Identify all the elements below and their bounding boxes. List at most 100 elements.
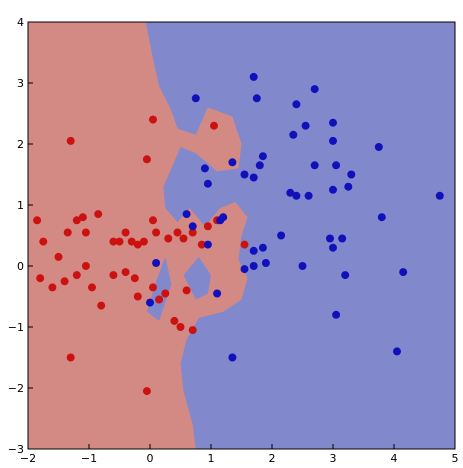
data-point-blue	[191, 94, 200, 103]
data-point-blue	[435, 191, 444, 200]
data-point-blue	[377, 213, 386, 222]
data-point-blue	[240, 170, 249, 179]
data-point-red	[155, 295, 164, 304]
y-tick-label: 1	[17, 199, 24, 212]
data-point-blue	[228, 353, 237, 362]
data-point-blue	[289, 130, 298, 139]
x-tick-label: 1	[208, 452, 215, 465]
data-point-red	[173, 228, 182, 237]
data-point-red	[161, 289, 170, 298]
data-point-blue	[188, 222, 197, 231]
data-point-red	[72, 216, 81, 225]
data-point-blue	[338, 234, 347, 243]
data-point-blue	[228, 158, 237, 167]
data-point-red	[133, 240, 142, 249]
data-point-blue	[399, 268, 408, 277]
y-tick-label: −2	[8, 382, 24, 395]
data-point-blue	[277, 231, 286, 240]
x-tick-label: −1	[81, 452, 97, 465]
data-point-red	[142, 387, 151, 396]
data-point-red	[72, 271, 81, 280]
data-point-blue	[329, 243, 337, 252]
data-point-blue	[292, 100, 301, 109]
x-tick-label: 2	[269, 452, 276, 465]
data-point-blue	[240, 265, 249, 274]
data-point-red	[149, 283, 157, 292]
y-tick-label: −1	[8, 321, 24, 334]
data-point-blue	[146, 298, 154, 307]
data-point-red	[188, 228, 197, 237]
data-point-red	[176, 323, 185, 331]
data-point-red	[109, 271, 118, 280]
data-point-blue	[249, 246, 258, 255]
data-point-red	[36, 274, 45, 283]
data-point-blue	[261, 259, 270, 267]
data-point-red	[109, 237, 118, 246]
decision-regions	[28, 22, 455, 449]
data-point-red	[94, 210, 103, 219]
data-point-red	[149, 216, 157, 225]
data-point-blue	[255, 161, 264, 170]
data-point-red	[81, 228, 90, 237]
data-point-blue	[344, 182, 353, 191]
x-tick-label: −2	[20, 452, 36, 465]
plot-frame	[27, 21, 456, 450]
data-point-blue	[329, 136, 337, 145]
data-point-red	[66, 353, 75, 362]
data-point-blue	[152, 259, 161, 267]
x-tick-label: 4	[391, 452, 398, 465]
y-tick-label: 3	[17, 77, 24, 90]
data-point-red	[39, 237, 48, 246]
data-point-blue	[249, 72, 258, 81]
data-point-red	[182, 286, 191, 295]
data-points	[33, 72, 444, 396]
region-class-blue-island	[183, 256, 211, 300]
data-point-blue	[219, 213, 228, 222]
data-point-blue	[258, 243, 267, 252]
data-point-blue	[326, 234, 334, 243]
data-point-blue	[374, 143, 383, 151]
data-point-red	[33, 216, 42, 225]
data-point-red	[66, 136, 75, 145]
data-point-red	[60, 277, 69, 286]
data-point-red	[127, 237, 136, 246]
data-point-red	[54, 252, 63, 261]
data-point-blue	[393, 347, 401, 356]
data-point-blue	[347, 170, 356, 179]
data-point-red	[121, 268, 130, 277]
x-tick-label: 3	[330, 452, 337, 465]
data-point-red	[115, 237, 124, 246]
data-point-blue	[203, 240, 212, 249]
data-point-blue	[252, 94, 261, 103]
data-point-blue	[258, 152, 267, 161]
data-point-red	[88, 283, 96, 292]
y-tick-label: −3	[8, 443, 24, 456]
data-point-blue	[249, 173, 258, 182]
data-point-red	[81, 262, 90, 270]
y-tick-label: 4	[17, 16, 24, 29]
data-point-blue	[203, 179, 212, 188]
y-tick-label: 0	[17, 260, 24, 273]
data-point-blue	[298, 262, 307, 270]
data-point-blue	[249, 262, 258, 270]
data-point-blue	[286, 188, 295, 197]
data-point-blue	[182, 210, 191, 219]
data-point-blue	[301, 121, 310, 130]
x-tick-label: 0	[147, 452, 154, 465]
data-point-red	[170, 316, 179, 325]
region-class-red	[28, 22, 248, 449]
data-point-blue	[310, 85, 319, 94]
data-point-red	[164, 234, 173, 243]
data-point-red	[139, 237, 148, 246]
data-point-red	[78, 213, 87, 222]
data-point-blue	[332, 161, 341, 170]
data-point-blue	[329, 118, 337, 127]
data-point-red	[179, 234, 188, 243]
data-point-red	[210, 121, 218, 130]
data-point-red	[48, 283, 57, 292]
data-point-red	[240, 240, 249, 249]
data-point-red	[142, 155, 151, 164]
data-point-red	[121, 228, 130, 237]
